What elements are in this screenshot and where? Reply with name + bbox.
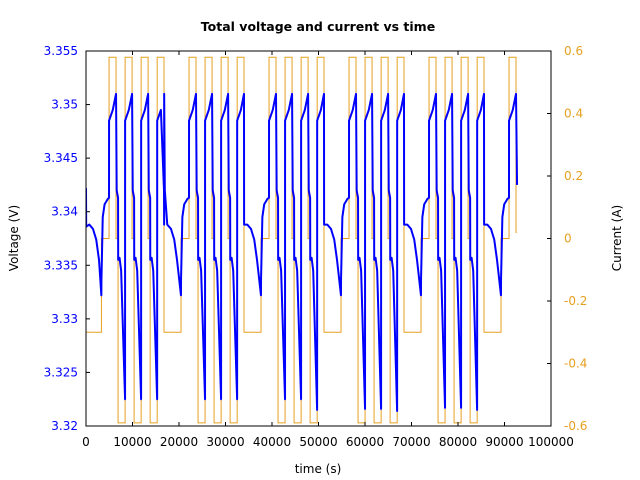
x-tick-label: 30000 — [206, 435, 244, 449]
x-tick-label: 100000 — [528, 435, 574, 449]
x-tick-label: 60000 — [346, 435, 384, 449]
y2-tick-label: 0.2 — [564, 169, 583, 183]
chart-title: Total voltage and current vs time — [201, 19, 435, 34]
y-tick-label: 3.33 — [51, 312, 78, 326]
x-tick-label: 10000 — [113, 435, 151, 449]
x-tick-label: 40000 — [253, 435, 291, 449]
x-tick-label: 20000 — [160, 435, 198, 449]
x-tick-label: 50000 — [299, 435, 337, 449]
y-axis-left-label: Voltage (V) — [7, 205, 21, 271]
y2-tick-label: -0.6 — [564, 419, 587, 433]
x-tick-label: 70000 — [392, 435, 430, 449]
y-tick-label: 3.35 — [51, 98, 78, 112]
x-tick-label: 0 — [82, 435, 90, 449]
plot-area — [85, 50, 552, 427]
y-tick-label: 3.34 — [51, 205, 78, 219]
y2-tick-label: 0.6 — [564, 44, 583, 58]
y-tick-label: 3.32 — [51, 419, 78, 433]
y-tick-label: 3.355 — [44, 44, 78, 58]
y2-tick-label: 0 — [564, 232, 572, 246]
x-tick-label: 80000 — [439, 435, 477, 449]
y-axis-right: -0.6 -0.4 -0.2 0 0.2 0.4 0.6 — [547, 44, 587, 433]
y-axis-left: 3.32 3.325 3.33 3.335 3.34 3.345 3.35 3.355 — [44, 44, 90, 433]
x-axis: 0 10000 20000 30000 40000 50000 60000 70000 8000… — [82, 51, 574, 449]
y-tick-label: 3.325 — [44, 365, 78, 379]
y-axis-right-label: Current (A) — [610, 205, 624, 271]
x-axis-label: time (s) — [295, 462, 342, 476]
voltage-series-line — [86, 92, 519, 412]
y2-tick-label: -0.4 — [564, 357, 587, 371]
y2-tick-label: -0.2 — [564, 294, 587, 308]
x-tick-label: 90000 — [485, 435, 523, 449]
y-tick-label: 3.345 — [44, 151, 78, 165]
y2-tick-label: 0.4 — [564, 107, 583, 121]
y-tick-label: 3.335 — [44, 258, 78, 272]
